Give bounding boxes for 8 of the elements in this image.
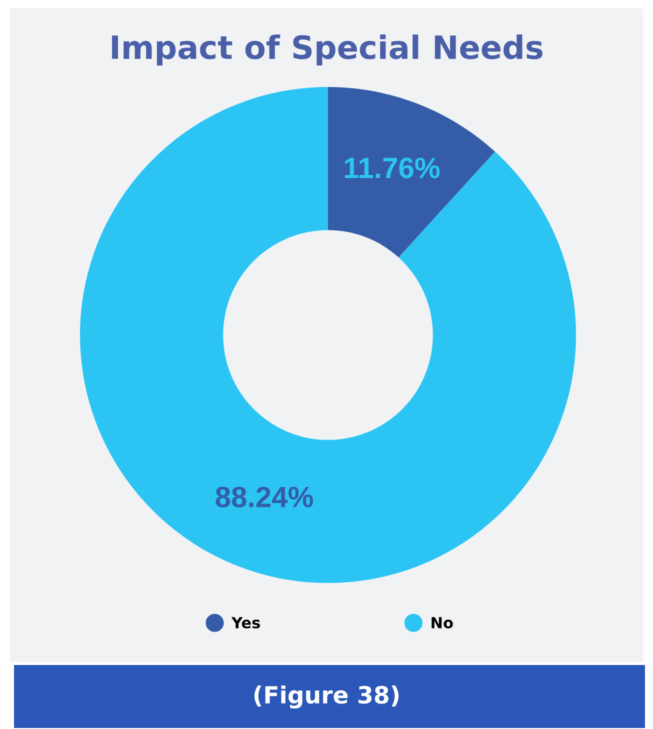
data-label: 11.76% — [344, 158, 440, 178]
data-label: 88.24% — [216, 486, 313, 508]
legend-label: Yes — [231, 617, 260, 628]
text: (Figure 38) — [254, 685, 399, 709]
donut-slice — [80, 87, 576, 583]
legend-label: No — [432, 617, 453, 628]
chart-title: Impact of Special Needs — [112, 34, 542, 66]
donut-slice — [328, 87, 496, 258]
